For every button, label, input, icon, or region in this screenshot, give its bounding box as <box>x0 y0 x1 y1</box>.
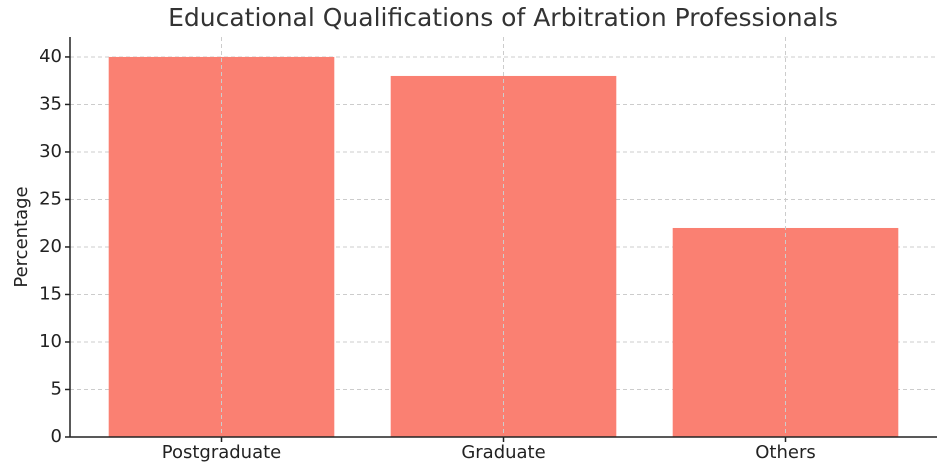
y-tick-label: 0 <box>51 426 62 447</box>
y-tick-label: 30 <box>39 141 62 162</box>
y-tick-label: 25 <box>39 188 62 209</box>
y-tick-label: 20 <box>39 236 62 257</box>
y-tick-label: 5 <box>51 378 62 399</box>
y-axis-label: Percentage <box>11 186 32 287</box>
y-tick-label: 15 <box>39 283 62 304</box>
bar <box>108 56 335 438</box>
x-tick-label: Postgraduate <box>162 442 282 463</box>
x-tick-label: Graduate <box>461 442 545 463</box>
x-tick-label: Others <box>755 442 816 463</box>
y-tick-label: 10 <box>39 331 62 352</box>
y-tick-label: 35 <box>39 93 62 114</box>
chart-title: Educational Qualifications of Arbitratio… <box>168 3 838 32</box>
y-tick-label: 40 <box>39 46 62 67</box>
